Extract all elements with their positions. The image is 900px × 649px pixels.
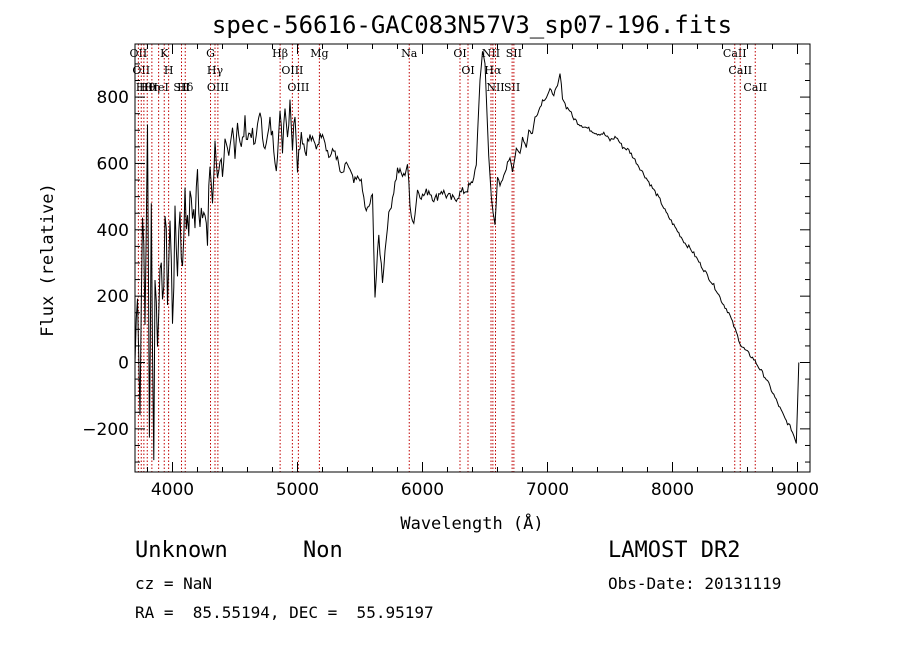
line-label: G <box>206 47 215 60</box>
line-label: SII <box>504 81 520 94</box>
line-label: OIII <box>207 81 229 94</box>
x-tick-label: 8000 <box>651 480 694 500</box>
x-tick-label: 5000 <box>276 480 319 500</box>
x-tick-label: 6000 <box>401 480 444 500</box>
line-label: CaII <box>723 47 747 60</box>
spectrum-series <box>134 51 800 461</box>
line-label: Hθ <box>136 81 153 94</box>
axis-ticks: 4000 5000 6000 7000 8000 9000 −200 0 200 400 600 80… <box>82 44 819 500</box>
y-tick-label: 0 <box>118 354 129 374</box>
line-label: OI <box>461 64 474 77</box>
line-label: OI <box>453 47 466 60</box>
x-axis-label: Wavelength (Å) <box>400 512 543 534</box>
line-label: Hα <box>484 64 502 77</box>
line-label: Hγ <box>207 64 224 77</box>
line-label: OIII <box>281 64 303 77</box>
line-label: K <box>160 47 169 60</box>
obs-date: Obs-Date: 20131119 <box>608 574 782 593</box>
line-label: NII <box>482 47 500 60</box>
y-tick-label: 600 <box>97 154 129 174</box>
line-label: CaII <box>728 64 752 77</box>
y-tick-label: 800 <box>97 88 129 108</box>
plot-frame <box>134 43 811 473</box>
y-axis-label: Flux (relative) <box>38 183 58 337</box>
line-label: OIII <box>287 81 309 94</box>
line-label: HeI <box>148 81 168 94</box>
spectrum-line <box>134 51 800 461</box>
line-label: Hδ <box>177 81 194 94</box>
y-tick-label: 200 <box>97 287 129 307</box>
object-class: Unknown <box>135 538 228 563</box>
line-label: SII <box>506 47 522 60</box>
line-label: OII <box>130 47 148 60</box>
x-tick-label: 7000 <box>526 480 569 500</box>
line-label: Hη <box>144 81 160 94</box>
y-tick-label: −200 <box>82 420 129 440</box>
line-label: H <box>164 64 174 77</box>
object-subclass: Non <box>303 538 343 563</box>
survey-name: LAMOST DR2 <box>608 538 741 563</box>
y-tick-label: 400 <box>97 221 129 241</box>
emission-line-markers: OIIOIIHθHθHηHeIKHSIIHδGHγOIIIHβOIIIOIIIM… <box>130 44 767 472</box>
line-label: Mg <box>310 47 328 60</box>
chart-title: spec-56616-GAC083N57V3_sp07-196.fits <box>212 11 732 39</box>
redshift-cz: cz = NaN <box>135 574 213 593</box>
x-tick-label: 4000 <box>151 480 194 500</box>
line-label: NII <box>486 81 504 94</box>
line-label: Na <box>401 47 418 60</box>
x-tick-label: 9000 <box>776 480 819 500</box>
line-label: CaII <box>743 81 767 94</box>
line-label: OII <box>132 64 150 77</box>
line-label: Hβ <box>272 47 288 60</box>
coordinates: RA = 85.55194, DEC = 55.95197 <box>135 603 434 622</box>
